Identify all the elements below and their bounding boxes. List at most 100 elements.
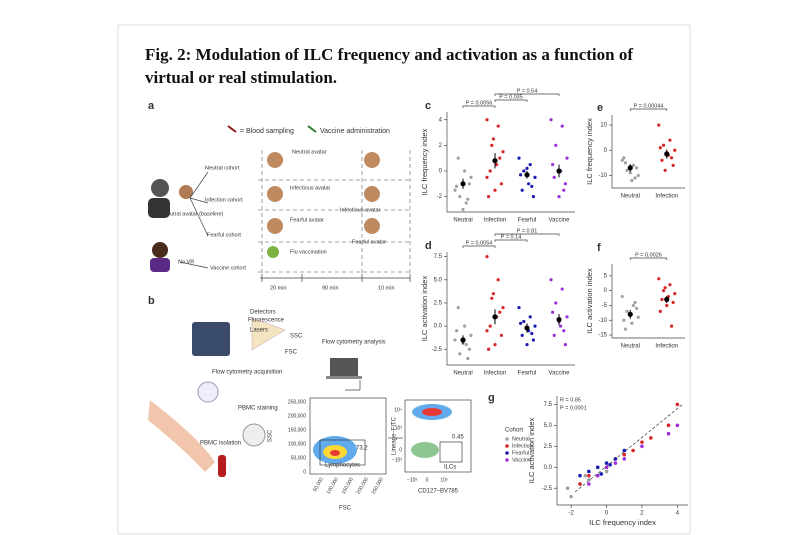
data-point xyxy=(666,423,671,428)
data-point xyxy=(496,124,500,128)
data-point xyxy=(578,473,582,478)
data-point xyxy=(520,333,524,337)
axis xyxy=(556,396,688,506)
plate xyxy=(197,381,219,403)
panel-b-text: 200,000 xyxy=(356,476,370,495)
data-point xyxy=(560,124,564,128)
data-point xyxy=(658,309,662,313)
mean-marker xyxy=(556,317,562,323)
panel-b-text: CD127–BV785 xyxy=(418,489,459,495)
data-point xyxy=(604,461,609,465)
panel-b-text: 100,000 xyxy=(288,441,306,447)
data-point xyxy=(636,173,640,178)
data-point xyxy=(453,338,457,342)
mean-marker xyxy=(664,151,670,157)
data-point xyxy=(552,175,556,179)
data-point xyxy=(587,469,591,474)
data-point xyxy=(464,343,468,347)
panel-a-text: Vaccine cohort xyxy=(210,265,246,271)
data-point xyxy=(661,143,666,147)
density xyxy=(330,450,340,456)
data-point xyxy=(604,469,609,474)
data-point xyxy=(554,301,558,305)
y-axis-label: ILC activation index xyxy=(420,276,429,342)
fit-line xyxy=(574,403,684,493)
panel-b-text: Lasers xyxy=(250,328,268,334)
legend-swatch xyxy=(505,444,509,448)
stat-label: P = 0.0001 xyxy=(560,405,587,411)
frame xyxy=(117,24,691,535)
gate xyxy=(439,441,463,463)
data-point xyxy=(488,324,492,328)
x-tick-label: Infection xyxy=(655,344,678,350)
panel-a-art xyxy=(148,125,411,282)
data-point xyxy=(560,287,564,291)
y-tick-label: 2.5 xyxy=(544,444,553,450)
panel-a-text: 20 min xyxy=(270,285,287,291)
panel-label: c xyxy=(425,100,431,112)
panel-b-text: 73.2 xyxy=(356,446,368,452)
laptop xyxy=(330,358,358,376)
panel-b-text: Fluorescence xyxy=(248,318,285,324)
gate xyxy=(319,439,366,466)
data-point xyxy=(485,329,489,333)
bracket xyxy=(462,245,496,248)
data-point xyxy=(622,448,627,453)
p-value: P = 0.81 xyxy=(517,228,538,234)
data-point xyxy=(631,448,635,453)
panel-b-text: FSC xyxy=(285,350,298,356)
data-point xyxy=(675,402,680,407)
data-point xyxy=(456,156,460,160)
axis xyxy=(446,252,575,366)
y-tick-label: -5 xyxy=(602,303,608,309)
data-point xyxy=(485,255,489,259)
panel-b-text: −10³ xyxy=(407,477,417,483)
x-tick-label: Neutral xyxy=(453,371,472,377)
panel-a-text: No VR xyxy=(178,259,194,265)
data-point xyxy=(522,319,526,324)
panel-b-text: −10³ xyxy=(392,457,402,463)
data-point xyxy=(675,423,680,428)
data-point xyxy=(493,343,497,347)
data-point xyxy=(458,352,462,356)
data-point xyxy=(530,331,534,336)
x-axis-label: ILC frequency index xyxy=(589,518,656,527)
data-point xyxy=(498,310,502,314)
y-tick-label: 7.5 xyxy=(434,254,443,260)
y-axis-label: ILC frequency index xyxy=(420,128,429,195)
panel-a-text: Infectious avatar xyxy=(340,207,381,213)
branch-lines xyxy=(179,171,209,269)
panel-b-art xyxy=(148,317,472,477)
data-point xyxy=(673,148,677,152)
data-point xyxy=(551,310,555,314)
data-point xyxy=(531,338,536,342)
panel-b-text: 10⁴ xyxy=(394,407,402,413)
syringe-icon xyxy=(227,125,237,133)
data-point xyxy=(563,182,568,186)
x-tick-label: 2 xyxy=(640,511,644,517)
data-point xyxy=(552,333,556,337)
y-axis-label: ILC activation index xyxy=(585,268,594,334)
data-point xyxy=(467,182,471,186)
data-point xyxy=(493,188,497,192)
data-point xyxy=(622,318,626,322)
data-point xyxy=(456,305,460,310)
axis xyxy=(611,264,685,339)
x-tick-label: Fearful xyxy=(518,218,537,224)
y-tick-label: 4 xyxy=(439,117,443,123)
data-point xyxy=(487,347,491,351)
data-point xyxy=(635,166,639,170)
data-point xyxy=(501,150,505,154)
cytometer xyxy=(192,322,230,356)
density xyxy=(411,442,439,458)
avatar-face xyxy=(267,218,283,234)
data-point xyxy=(525,343,529,347)
panel-b-text: 10³ xyxy=(395,425,403,431)
panel-b-text: 50,000 xyxy=(312,476,325,492)
data-point xyxy=(520,188,524,192)
x-tick-label: Neutral xyxy=(621,344,640,350)
data-point xyxy=(554,143,558,147)
data-point xyxy=(519,173,523,177)
x-tick-label: Neutral xyxy=(453,218,472,224)
